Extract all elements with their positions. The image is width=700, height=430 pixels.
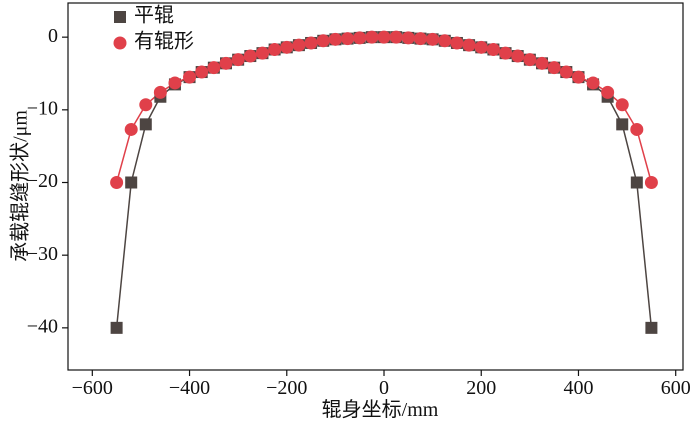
- point: [615, 98, 629, 112]
- point: [586, 76, 600, 90]
- y-tick-label: −10: [27, 97, 58, 119]
- point: [316, 34, 330, 48]
- point: [243, 49, 257, 63]
- series-line: [115, 36, 653, 183]
- point: [280, 40, 294, 54]
- point: [644, 176, 658, 190]
- point: [630, 176, 643, 189]
- x-tick-label: 200: [466, 377, 496, 399]
- point: [304, 36, 318, 50]
- legend-marker: [113, 36, 127, 50]
- y-tick-label: 0: [48, 25, 58, 47]
- point: [110, 321, 123, 334]
- plot-frame: [67, 2, 684, 371]
- point: [153, 85, 167, 99]
- point: [462, 38, 476, 52]
- point: [645, 321, 658, 334]
- y-axis-label: 承载辊缝形状/μm: [9, 110, 32, 262]
- point: [559, 65, 573, 79]
- y-tick-label: −30: [27, 243, 58, 265]
- point: [571, 70, 585, 84]
- point: [511, 49, 525, 63]
- point: [547, 61, 561, 75]
- point: [474, 40, 488, 54]
- point: [168, 76, 182, 90]
- point: [139, 118, 152, 131]
- point: [328, 32, 342, 46]
- point: [110, 176, 124, 190]
- legend-marker: [114, 11, 126, 23]
- point: [499, 46, 513, 60]
- point: [438, 34, 452, 48]
- point: [450, 36, 464, 50]
- x-tick-label: 600: [661, 377, 691, 399]
- point: [365, 30, 379, 44]
- point: [426, 32, 440, 46]
- point: [353, 31, 367, 45]
- point: [401, 31, 415, 45]
- point: [389, 30, 403, 44]
- point: [630, 122, 644, 136]
- legend-label: 平辊: [134, 4, 174, 27]
- point: [183, 70, 197, 84]
- point: [413, 32, 427, 46]
- point: [195, 65, 209, 79]
- point: [124, 122, 138, 136]
- x-tick-label: 0: [379, 377, 389, 399]
- point: [535, 56, 549, 70]
- point: [377, 30, 391, 44]
- point: [486, 43, 500, 57]
- point: [341, 32, 355, 46]
- point: [219, 56, 233, 70]
- point: [292, 38, 306, 52]
- x-axis-label: 辊身坐标/mm: [322, 398, 439, 421]
- legend-label: 有辊形: [134, 30, 194, 53]
- x-tick-label: −400: [169, 377, 210, 399]
- point: [139, 98, 153, 112]
- y-tick-label: −20: [27, 170, 58, 192]
- point: [268, 43, 282, 57]
- point: [207, 61, 221, 75]
- point: [523, 53, 537, 67]
- point: [601, 85, 615, 99]
- x-tick-label: 400: [563, 377, 593, 399]
- point: [255, 46, 269, 60]
- y-tick-label: −40: [27, 315, 58, 337]
- point: [616, 118, 629, 131]
- x-tick-label: −200: [266, 377, 307, 399]
- point: [231, 53, 245, 67]
- point: [125, 176, 138, 189]
- x-tick-label: −600: [72, 377, 113, 399]
- series-line: [115, 36, 653, 328]
